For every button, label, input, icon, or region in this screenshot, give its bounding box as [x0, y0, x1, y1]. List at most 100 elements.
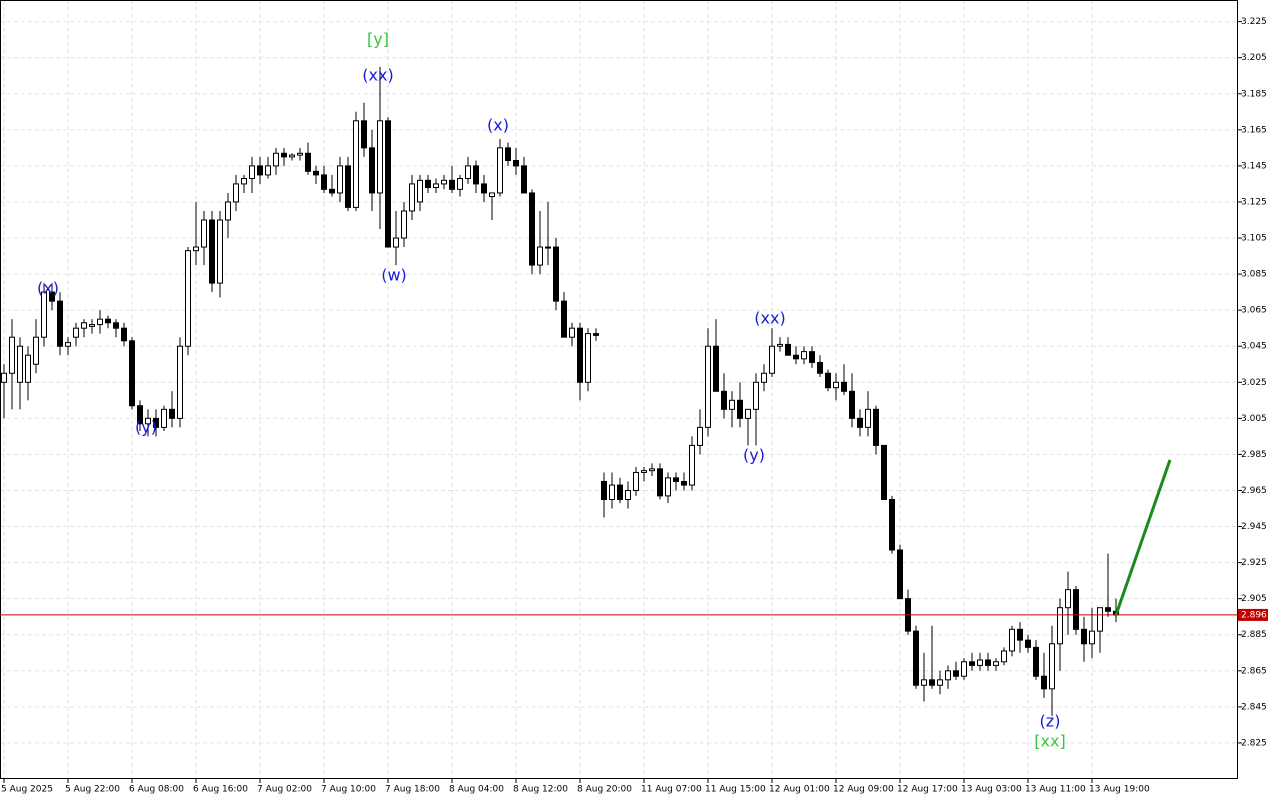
candle-body: [1, 372, 7, 383]
candle-body: [129, 340, 135, 407]
candle-body: [49, 291, 55, 302]
candle-body: [353, 120, 359, 208]
candle-body: [1009, 628, 1015, 652]
x-tick-label: 5 Aug 22:00: [65, 785, 120, 795]
candle-body: [593, 333, 599, 336]
candle-body: [793, 354, 799, 360]
y-tick-label: 3.065: [1241, 306, 1267, 316]
candle-body: [433, 183, 439, 189]
y-tick-label: 2.865: [1241, 666, 1267, 676]
candle-body: [1073, 589, 1079, 630]
candle-body: [441, 179, 447, 185]
candle-body: [665, 477, 671, 497]
candle-body: [833, 381, 839, 389]
x-tick-label: 7 Aug 18:00: [385, 785, 440, 795]
y-tick-label: 2.825: [1241, 738, 1267, 748]
candle-body: [105, 318, 111, 324]
candle-body: [641, 470, 647, 473]
candle-body: [153, 417, 159, 428]
forecast-line: [1114, 459, 1172, 616]
candle-body: [121, 327, 127, 342]
candle-body: [657, 468, 663, 497]
candle-body: [393, 237, 399, 248]
x-tick-label: 8 Aug 04:00: [449, 785, 504, 795]
candle-body: [921, 679, 927, 686]
candle-body: [945, 670, 951, 681]
candle-body: [681, 480, 687, 486]
candle-body: [865, 408, 871, 428]
candle-body: [385, 120, 391, 248]
candle-body: [1017, 628, 1023, 641]
candle-body: [1001, 650, 1007, 663]
candle-body: [409, 183, 415, 212]
y-tick-label: 2.885: [1241, 630, 1267, 640]
y-tick-label: 3.045: [1241, 342, 1267, 352]
candle-body: [633, 471, 639, 491]
candle-body: [1065, 589, 1071, 609]
candle-body: [529, 192, 535, 266]
x-tick-label: 8 Aug 12:00: [513, 785, 568, 795]
candle-body: [993, 661, 999, 666]
candle-body: [81, 322, 87, 329]
candle-body: [465, 165, 471, 180]
candle-body: [873, 408, 879, 446]
y-tick-label: 3.165: [1241, 125, 1267, 135]
candle-body: [617, 484, 623, 500]
x-tick-label: 13 Aug 03:00: [961, 785, 1022, 795]
candle-body: [137, 405, 143, 425]
y-tick-label: 2.845: [1241, 702, 1267, 712]
candle-body: [977, 659, 983, 666]
candle-body: [377, 120, 383, 194]
candle-body: [961, 661, 967, 677]
x-tick-label: 12 Aug 09:00: [833, 785, 894, 795]
candle-body: [201, 219, 207, 248]
x-tick-label: 7 Aug 10:00: [321, 785, 376, 795]
candle-body: [89, 324, 95, 327]
candle-body: [1025, 639, 1031, 648]
wave-label: (w): [381, 266, 407, 285]
y-tick-label: 2.905: [1241, 594, 1267, 604]
candle-body: [849, 390, 855, 419]
wave-label: (y): [135, 418, 157, 437]
candle-body: [225, 201, 231, 221]
candle-body: [505, 147, 511, 161]
candle-body: [169, 408, 175, 419]
y-tick-label: 3.005: [1241, 414, 1267, 424]
candle-body: [1049, 643, 1055, 690]
current-price-label: 2.896: [1241, 610, 1267, 620]
candle-body: [257, 165, 263, 176]
candle-body: [841, 381, 847, 392]
candle-body: [785, 343, 791, 356]
candle-body: [233, 183, 239, 203]
candle-body: [913, 630, 919, 686]
wave-label: (y): [743, 446, 765, 465]
candle-body: [177, 345, 183, 419]
y-tick-label: 3.025: [1241, 378, 1267, 388]
candle-body: [881, 444, 887, 500]
candle-body: [889, 498, 895, 551]
candle-body: [817, 361, 823, 374]
candle-body: [513, 159, 519, 167]
candle-body: [313, 170, 319, 176]
candle-body: [369, 147, 375, 194]
candle-body: [401, 210, 407, 239]
current-price-tag: [1238, 608, 1268, 621]
y-tick-label: 2.925: [1241, 558, 1267, 568]
candle-body: [929, 679, 935, 686]
candle-body: [265, 165, 271, 176]
candle-body: [57, 300, 63, 347]
wave-label: [xx]: [1034, 732, 1065, 751]
candle-body: [217, 219, 223, 284]
x-tick-label: 12 Aug 01:00: [769, 785, 830, 795]
candle-body: [33, 336, 39, 365]
candle-body: [417, 179, 423, 203]
candle-body: [249, 165, 255, 180]
candle-body: [97, 318, 103, 326]
wave-label: [y]: [367, 30, 389, 49]
candle-body: [521, 165, 527, 194]
x-tick-label: 5 Aug 2025: [1, 785, 53, 795]
candle-body: [161, 408, 167, 428]
candle-body: [185, 250, 191, 347]
candle-body: [457, 178, 463, 190]
